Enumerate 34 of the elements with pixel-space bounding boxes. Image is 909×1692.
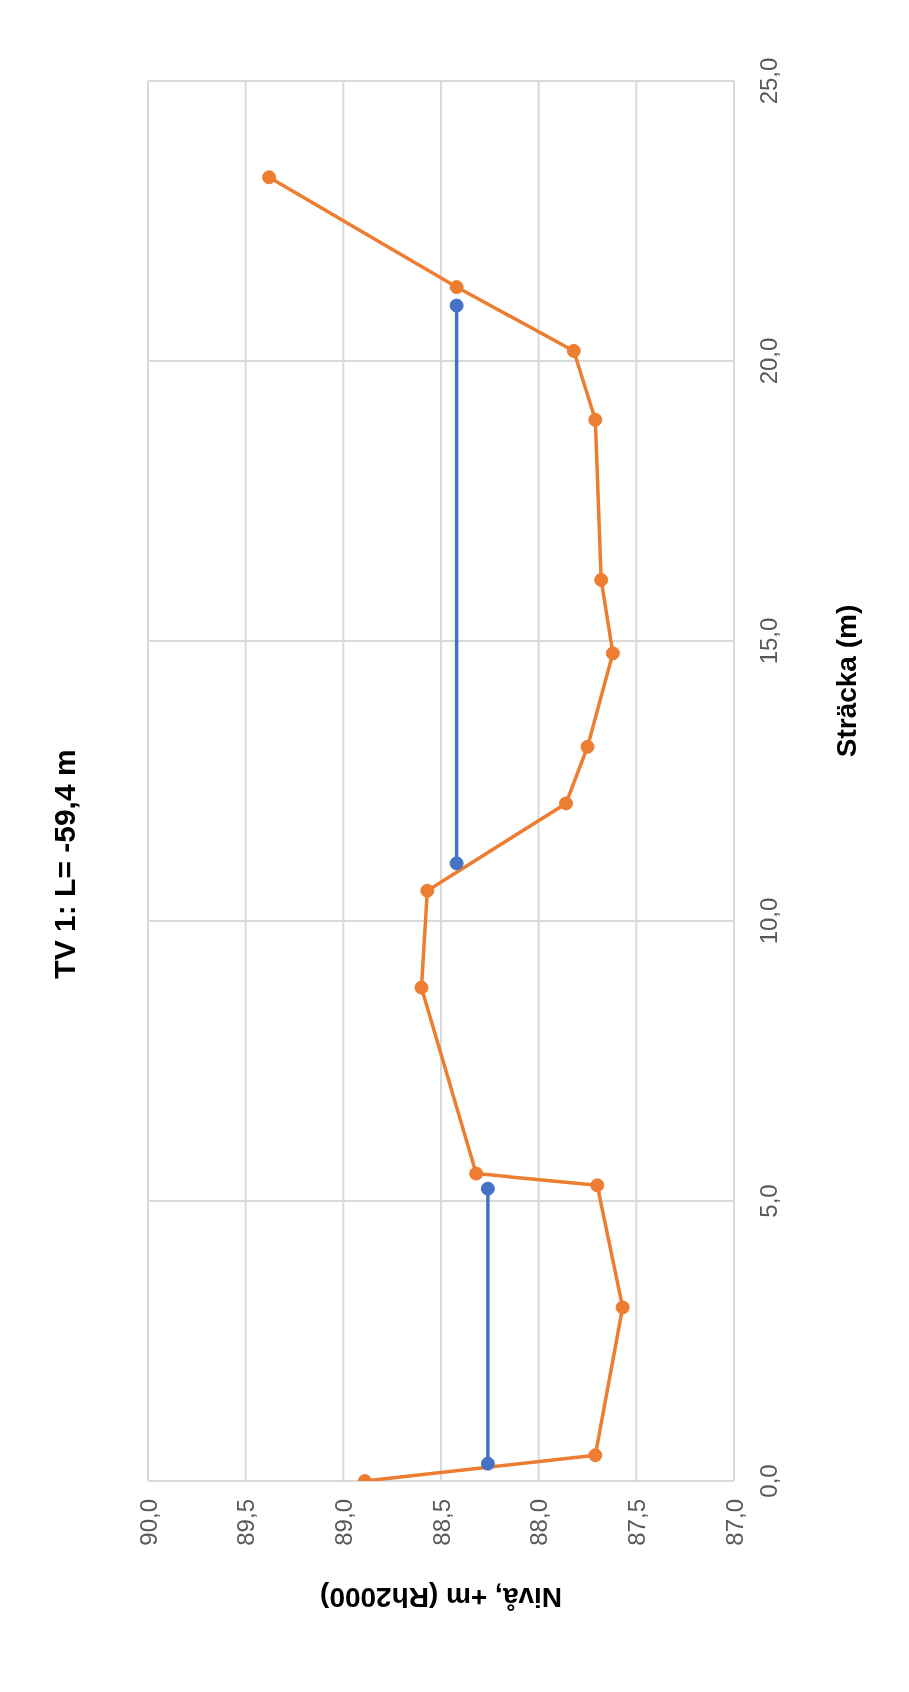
y-axis-title: Sträcka (m) xyxy=(830,604,862,758)
point xyxy=(566,343,581,358)
x-axis-title: Nivå, +m (Rh2000) xyxy=(320,1581,562,1613)
point xyxy=(605,646,620,661)
point xyxy=(469,1166,484,1181)
y-tick-label: 0,0 xyxy=(754,1464,782,1498)
point xyxy=(588,412,603,427)
x-tick-label: 89,0 xyxy=(329,1499,357,1546)
y-tick-label: 15,0 xyxy=(754,617,782,665)
y-tick-label: 20,0 xyxy=(754,337,782,385)
point xyxy=(559,796,574,811)
x-tick-label: 89,5 xyxy=(232,1499,260,1546)
y-tick-label: 5,0 xyxy=(754,1184,782,1218)
x-tick-label: 88,0 xyxy=(525,1499,553,1546)
point xyxy=(588,1448,603,1463)
text: TV 1: L= -59,4 m xyxy=(48,749,82,979)
point xyxy=(580,739,595,754)
x-tick-label: 90,0 xyxy=(134,1499,162,1546)
point xyxy=(594,572,609,587)
point xyxy=(420,883,435,898)
point xyxy=(449,280,464,295)
point xyxy=(262,170,277,185)
point xyxy=(449,298,464,313)
y-tick-label: 25,0 xyxy=(754,57,782,105)
point xyxy=(480,1456,495,1471)
x-tick-label: 88,5 xyxy=(427,1499,455,1546)
x-tick-label: 87,5 xyxy=(622,1499,650,1546)
point xyxy=(414,980,429,995)
y-tick-label: 10,0 xyxy=(754,897,782,945)
point xyxy=(449,856,464,871)
x-tick-label: 87,0 xyxy=(720,1499,748,1546)
point xyxy=(615,1300,630,1315)
point xyxy=(590,1178,605,1193)
point xyxy=(480,1181,495,1196)
